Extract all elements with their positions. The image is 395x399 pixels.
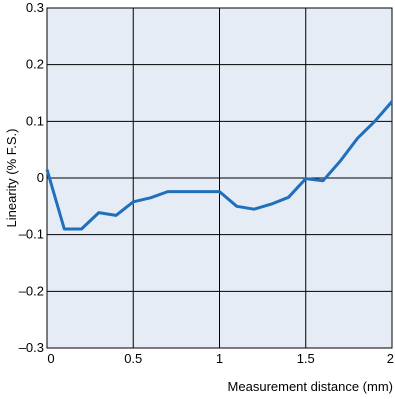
x-tick-label: 1.5 [297, 351, 315, 366]
y-tick-label: 0.2 [26, 57, 44, 72]
x-axis-title: Measurement distance (mm) [228, 379, 393, 394]
y-tick-label: –0.2 [19, 283, 44, 298]
y-tick-label: –0.3 [19, 340, 44, 355]
y-tick-label: 0 [37, 170, 44, 185]
x-tick-label: 0 [47, 351, 54, 366]
x-tick-label: 0.5 [124, 351, 142, 366]
x-tick-label: 1 [216, 351, 223, 366]
x-tick-labels: 0 0.5 1 1.5 2 [47, 351, 394, 366]
series-layer [45, 100, 394, 231]
y-axis-title: Linearity (% F.S.) [4, 129, 19, 228]
y-tick-label: 0.3 [26, 0, 44, 15]
y-tick-label: –0.1 [19, 227, 44, 242]
plot-frame [46, 7, 393, 349]
y-tick-label: 0.1 [26, 113, 44, 128]
series-line [45, 100, 394, 231]
y-tick-labels: 0.3 0.2 0.1 0 –0.1 –0.2 –0.3 [19, 0, 44, 355]
x-tick-label: 2 [387, 351, 394, 366]
